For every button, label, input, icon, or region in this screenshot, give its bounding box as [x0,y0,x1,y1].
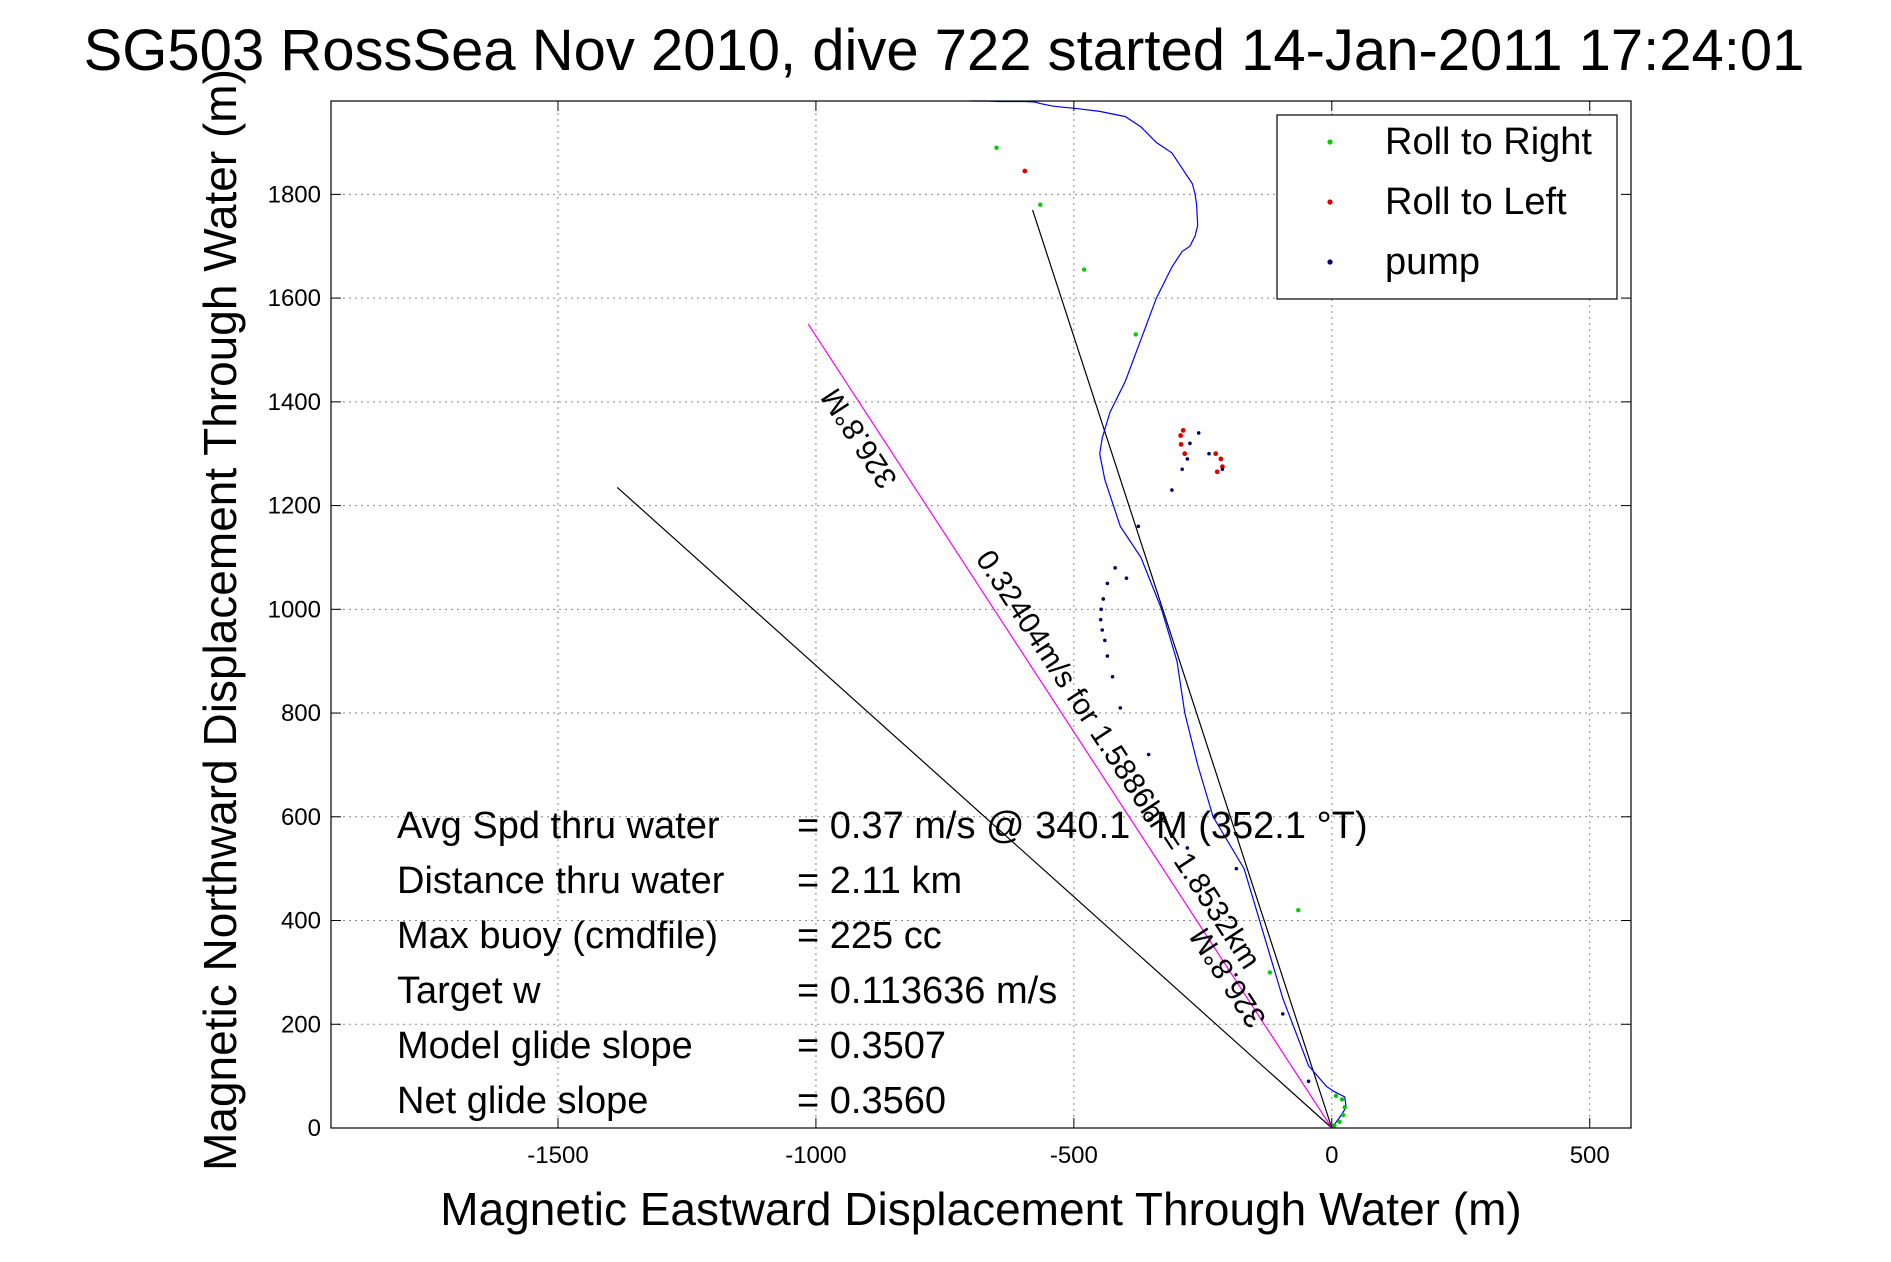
pump-point [1105,581,1110,586]
heading-line-1 [616,486,1333,1129]
pump-point [1170,488,1174,492]
dive-statistics: Avg Spd thru water = 0.37 m/s @ 340.1 °M … [397,805,1368,1122]
pump-point [1100,628,1105,632]
x-tick-label: 0 [1325,1142,1338,1169]
roll-left-point [1220,464,1225,470]
plot-frame [330,100,1632,1129]
pump-point [1185,457,1190,461]
roll-right-point [1081,267,1087,272]
pump-point [1136,524,1141,529]
stat-label: Target w [397,970,541,1012]
roll-left-point [1180,427,1186,433]
x-tick-label: -500 [1050,1142,1098,1169]
pump-point [1103,638,1107,643]
roll-right-point [1333,1093,1339,1099]
legend-entry-label: pump [1385,241,1480,283]
pump-point [1220,467,1225,472]
pump-point [1306,1079,1311,1084]
roll-right-point [1296,907,1301,913]
x-tick-label: -1000 [785,1142,846,1169]
current-direction [807,323,1333,1129]
y-tick-label: 1600 [268,285,321,312]
pump-point [1180,467,1184,472]
stat-value: = 0.37 m/s @ 340.1 °M (352.1 °T) [797,805,1368,847]
roll-right-point [1133,332,1138,337]
pump-point [1185,846,1190,850]
legend-marker [1327,259,1333,265]
stat-value: = 0.113636 m/s [797,970,1057,1012]
legend-entry-label: Roll to Left [1385,181,1567,223]
marker-layer [994,145,1347,1128]
stat-value: = 225 cc [797,915,942,957]
roll-right-point [1339,1097,1345,1102]
pump-point [1098,617,1103,622]
pump-point [1099,607,1103,612]
track-layer [970,100,1347,1129]
roll-left-point [1218,456,1224,462]
x-tick-label: -1500 [527,1142,588,1169]
stat-label: Net glide slope [397,1080,648,1122]
pump-point [1113,566,1117,570]
stat-label: Max buoy (cmdfile) [397,915,718,957]
stat-label: Model glide slope [397,1025,693,1067]
y-tick-label: 0 [308,1115,321,1142]
roll-right-point [1038,202,1043,207]
y-tick-label: 800 [281,700,321,727]
roll-left-point [1178,433,1184,438]
legend: Roll to Right Roll to Left pump [1276,114,1618,300]
y-tick-label: 600 [281,804,321,831]
stat-label: Distance thru water [397,860,725,902]
pump-point [1196,431,1201,435]
roll-left-point [1022,168,1028,174]
glider-track-line [970,100,1347,1129]
y-tick-label: 1000 [268,596,321,623]
roll-right-point [994,145,999,150]
roll-left-point [1182,451,1188,457]
stat-value: = 2.11 km [797,860,962,902]
pump-point [1105,654,1110,658]
roll-right-point [1337,1119,1342,1124]
y-tick-label: 200 [281,1011,321,1038]
pump-point [1101,597,1106,601]
x-tick-label: 500 [1570,1142,1610,1169]
legend-marker [1327,139,1333,145]
y-tick-label: 1200 [268,493,321,520]
y-tick-label: 1800 [268,181,321,208]
y-tick-label: 1400 [268,389,321,416]
pump-point [1207,451,1211,456]
legend-marker [1327,199,1333,205]
ticks: -1500 -1000 -500 0 500 0 200 400 600 800 1000 1200 1… [268,101,1631,1169]
pump-point [1110,674,1115,679]
roll-left-point [1214,469,1220,475]
stat-value: = 0.3560 [797,1080,946,1122]
pump-point [1146,752,1151,757]
roll-left-point [1178,441,1184,447]
reference-lines [616,209,1333,1129]
roll-right-point [1340,1112,1346,1118]
pump-point [1188,441,1192,446]
roll-left-point [1213,451,1219,457]
roll-right-point [1342,1105,1347,1110]
stat-label: Avg Spd thru water [397,805,720,847]
legend-entry-label: Roll to Right [1385,121,1592,163]
chart-title: SG503 RossSea Nov 2010, dive 722 started… [84,18,1805,83]
pump-point [1280,1012,1285,1016]
y-axis-label: Magnetic Northward Displacement Through … [194,69,246,1171]
pump-point [1234,866,1239,871]
y-tick-label: 400 [281,908,321,935]
heading-line-2 [1032,209,1333,1129]
pump-point [1118,706,1123,710]
legend-box [1276,114,1618,300]
roll-right-point [1332,1123,1337,1128]
stat-value: = 0.3507 [797,1025,946,1067]
x-axis-label: Magnetic Eastward Displacement Through W… [440,1183,1521,1235]
pump-point [1124,576,1129,580]
roll-right-point [1267,970,1273,975]
